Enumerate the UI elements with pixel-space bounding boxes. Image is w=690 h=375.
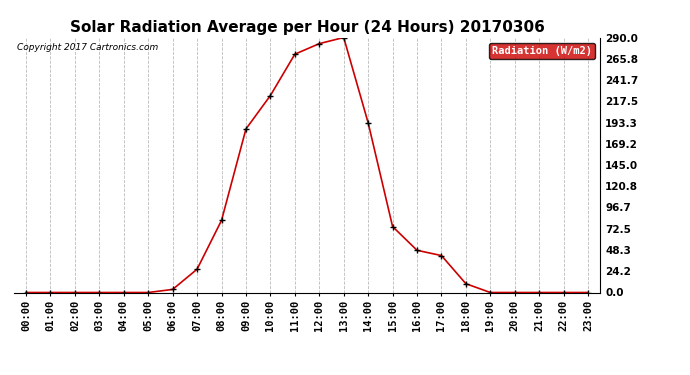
Title: Solar Radiation Average per Hour (24 Hours) 20170306: Solar Radiation Average per Hour (24 Hou… xyxy=(70,20,544,35)
Legend: Radiation (W/m2): Radiation (W/m2) xyxy=(489,43,595,59)
Text: Copyright 2017 Cartronics.com: Copyright 2017 Cartronics.com xyxy=(17,43,158,52)
